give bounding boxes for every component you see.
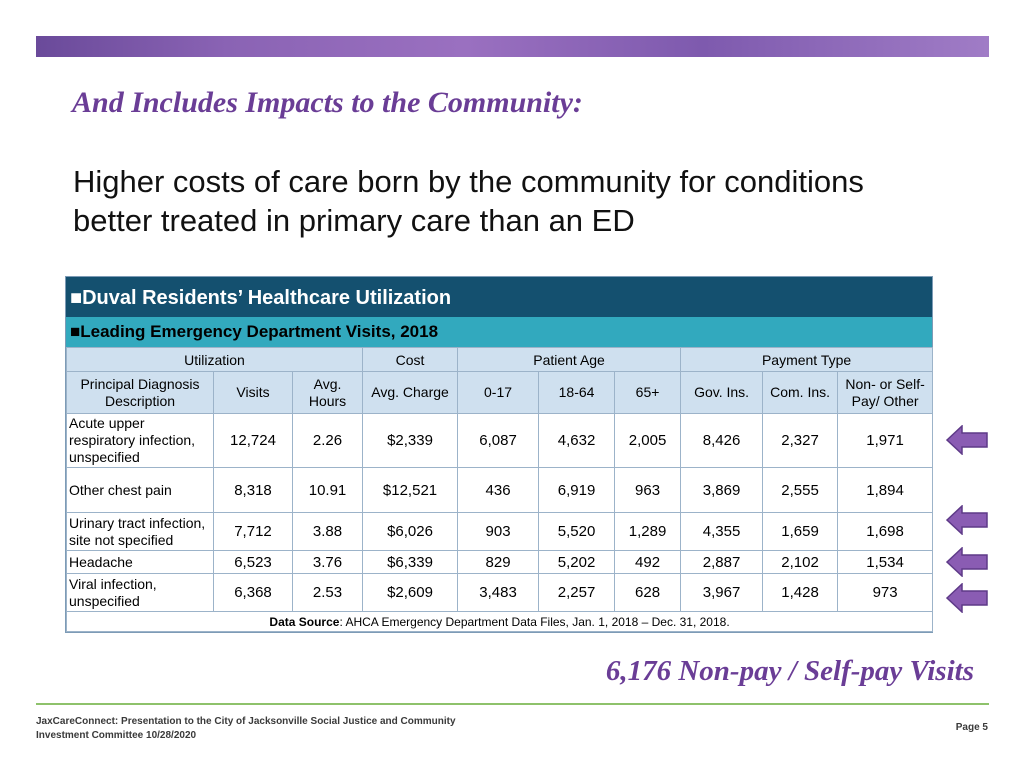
table-group-header-row: Utilization Cost Patient Age Payment Typ… — [65, 347, 934, 372]
group-header-cost: Cost — [362, 347, 459, 372]
age-0-17-cell: 3,483 — [457, 573, 540, 612]
footer-divider — [36, 703, 989, 705]
slide-subtitle: Higher costs of care born by the communi… — [73, 164, 864, 238]
avg-hours-cell: 2.26 — [291, 413, 364, 468]
gov-ins-cell: 8,426 — [680, 413, 764, 468]
com-ins-cell: 2,327 — [762, 413, 839, 468]
age-18-64-cell: 6,919 — [538, 467, 616, 513]
visits-cell: 6,368 — [213, 573, 293, 612]
avg-hours-cell: 3.76 — [291, 550, 364, 574]
left-arrow-icon — [946, 547, 988, 577]
avg-charge-cell: $2,339 — [362, 413, 459, 468]
age-18-64-cell: 4,632 — [538, 413, 616, 468]
self-pay-cell: 973 — [837, 573, 934, 612]
data-source-label: Data Source — [269, 614, 340, 629]
left-arrow-icon — [946, 505, 988, 535]
avg-charge-cell: $6,339 — [362, 550, 459, 574]
age-65-cell: 628 — [614, 573, 682, 612]
footer-text: JaxCareConnect: Presentation to the City… — [36, 716, 456, 741]
visits-cell: 6,523 — [213, 550, 293, 574]
self-pay-cell: 1,534 — [837, 550, 934, 574]
age-0-17-cell: 829 — [457, 550, 540, 574]
gov-ins-cell: 3,869 — [680, 467, 764, 513]
age-18-64-cell: 5,520 — [538, 512, 616, 551]
com-ins-cell: 2,102 — [762, 550, 839, 574]
group-header-payment-type: Payment Type — [680, 347, 934, 372]
self-pay-cell: 1,894 — [837, 467, 934, 513]
avg-charge-cell: $2,609 — [362, 573, 459, 612]
column-header: 18-64 — [538, 371, 616, 414]
column-header: 65+ — [614, 371, 682, 414]
group-header-utilization: Utilization — [65, 347, 364, 372]
avg-hours-cell: 3.88 — [291, 512, 364, 551]
age-18-64-cell: 2,257 — [538, 573, 616, 612]
age-18-64-cell: 5,202 — [538, 550, 616, 574]
table-row: Viral infection, unspecified 6,368 2.53 … — [66, 573, 934, 612]
diagnosis-cell: Headache — [66, 550, 214, 574]
gov-ins-cell: 3,967 — [680, 573, 764, 612]
table-subheading: ■Leading Emergency Department Visits, 20… — [66, 317, 932, 347]
table-column-header-row: Principal Diagnosis Description Visits A… — [66, 371, 934, 414]
column-header: Com. Ins. — [762, 371, 839, 414]
table-row: Headache 6,523 3.76 $6,339 829 5,202 492… — [66, 550, 934, 574]
column-header: Principal Diagnosis Description — [66, 371, 214, 414]
avg-charge-cell: $12,521 — [362, 467, 459, 513]
avg-charge-cell: $6,026 — [362, 512, 459, 551]
column-header: Visits — [213, 371, 293, 414]
com-ins-cell: 2,555 — [762, 467, 839, 513]
data-source-text: : AHCA Emergency Department Data Files, … — [339, 614, 730, 629]
column-header: 0-17 — [457, 371, 540, 414]
left-arrow-icon — [946, 583, 988, 613]
diagnosis-cell: Urinary tract infection, site not specif… — [66, 512, 214, 551]
table-row: Acute upper respiratory infection, unspe… — [66, 413, 934, 468]
age-65-cell: 1,289 — [614, 512, 682, 551]
non-pay-visits-callout: 6,176 Non-pay / Self-pay Visits — [605, 655, 974, 687]
table-row: Urinary tract infection, site not specif… — [66, 512, 934, 551]
age-0-17-cell: 436 — [457, 467, 540, 513]
avg-hours-cell: 2.53 — [291, 573, 364, 612]
table-row: Other chest pain 8,318 10.91 $12,521 436… — [66, 467, 934, 513]
gov-ins-cell: 4,355 — [680, 512, 764, 551]
diagnosis-cell: Viral infection, unspecified — [66, 573, 214, 612]
visits-cell: 8,318 — [213, 467, 293, 513]
slide-title: And Includes Impacts to the Community: — [72, 86, 583, 119]
data-source-cell: Data Source: AHCA Emergency Department D… — [65, 611, 934, 632]
com-ins-cell: 1,428 — [762, 573, 839, 612]
table-heading: ■Duval Residents’ Healthcare Utilization — [66, 277, 932, 317]
ed-visits-table: ■Duval Residents’ Healthcare Utilization… — [65, 276, 934, 633]
data-source-row: Data Source: AHCA Emergency Department D… — [65, 611, 934, 632]
column-header: Gov. Ins. — [680, 371, 764, 414]
diagnosis-cell: Other chest pain — [66, 467, 214, 513]
age-65-cell: 492 — [614, 550, 682, 574]
self-pay-cell: 1,971 — [837, 413, 934, 468]
left-arrow-icon — [946, 425, 988, 455]
data-table: Utilization Cost Patient Age Payment Typ… — [65, 347, 934, 632]
age-65-cell: 2,005 — [614, 413, 682, 468]
avg-hours-cell: 10.91 — [291, 467, 364, 513]
gov-ins-cell: 2,887 — [680, 550, 764, 574]
column-header: Avg. Hours — [291, 371, 364, 414]
com-ins-cell: 1,659 — [762, 512, 839, 551]
self-pay-cell: 1,698 — [837, 512, 934, 551]
page-number: Page 5 — [955, 722, 988, 733]
visits-cell: 7,712 — [213, 512, 293, 551]
column-header: Non- or Self-Pay/ Other — [837, 371, 934, 414]
top-banner-bar — [36, 36, 989, 57]
visits-cell: 12,724 — [213, 413, 293, 468]
column-header: Avg. Charge — [362, 371, 459, 414]
age-0-17-cell: 903 — [457, 512, 540, 551]
age-0-17-cell: 6,087 — [457, 413, 540, 468]
group-header-patient-age: Patient Age — [457, 347, 682, 372]
age-65-cell: 963 — [614, 467, 682, 513]
diagnosis-cell: Acute upper respiratory infection, unspe… — [66, 413, 214, 468]
